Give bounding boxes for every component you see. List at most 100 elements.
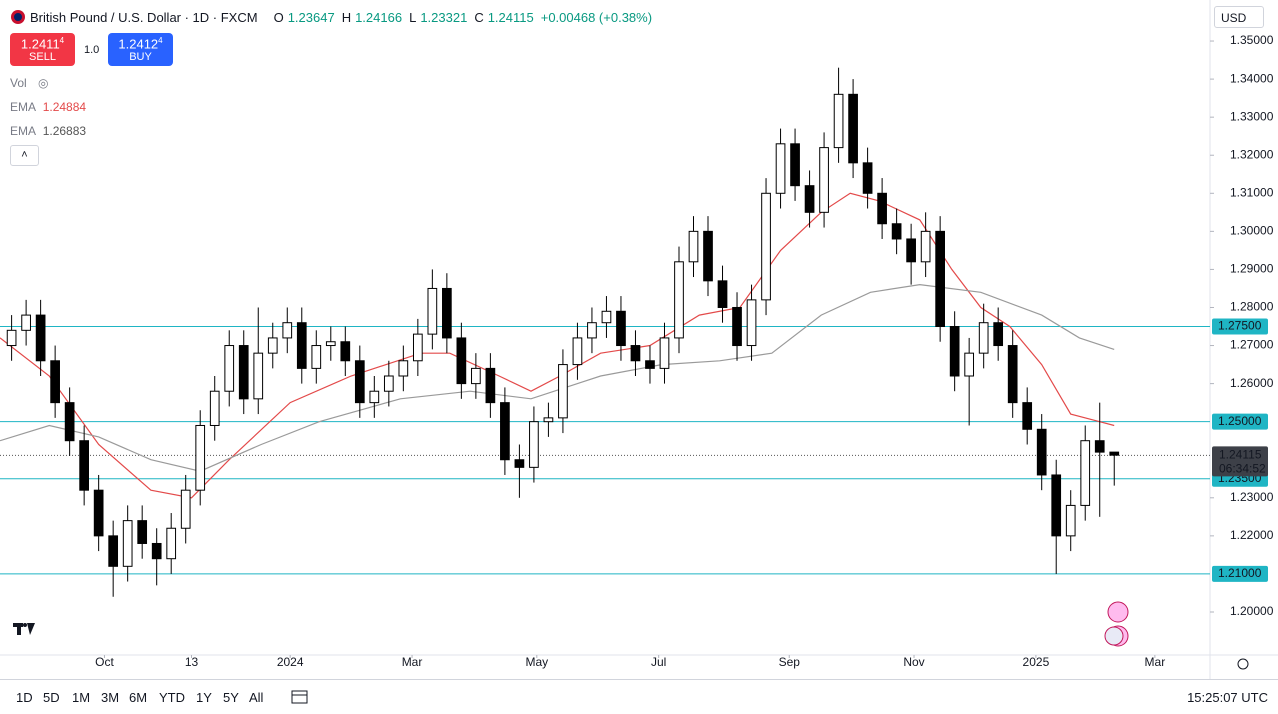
range-button[interactable]: 1M	[72, 690, 91, 705]
y-tick-label: 1.33000	[1230, 109, 1274, 123]
candle-body	[412, 333, 423, 362]
candle-body	[224, 345, 235, 392]
ema-legend[interactable]: EMA 1.24884	[10, 100, 86, 114]
candle-body	[964, 352, 975, 377]
clock: 15:25:07 UTC	[1187, 690, 1268, 705]
buy-label: BUY	[129, 51, 152, 64]
candle-body	[775, 143, 786, 194]
collapse-button[interactable]: ˄	[10, 145, 39, 166]
symbol-icon	[11, 10, 25, 24]
ema-legend[interactable]: EMA 1.26883	[10, 124, 86, 138]
candle-body	[862, 162, 873, 194]
range-button[interactable]: All	[249, 690, 264, 705]
price-pip: 4	[59, 36, 65, 45]
last-price-label: 1.24115	[1219, 448, 1262, 462]
candle-body	[442, 287, 452, 339]
level-label: 1.21000	[1218, 566, 1262, 580]
level-label-box	[1212, 565, 1268, 582]
candle-body	[398, 360, 409, 377]
buy-button[interactable]: 1.24124 BUY	[108, 33, 173, 66]
candle-body	[500, 402, 510, 461]
range-button[interactable]: 6M	[129, 690, 148, 705]
price-pip: 4	[158, 36, 163, 45]
candle-body	[427, 287, 438, 335]
candle-body	[949, 326, 960, 377]
buy-price: 1.24124	[108, 36, 173, 51]
indicator-name: EMA	[10, 124, 36, 138]
ema-line	[0, 192, 1115, 499]
y-tick-label: 1.31000	[1230, 185, 1274, 199]
indicator-name: Vol	[10, 76, 27, 90]
candle-body	[166, 527, 177, 560]
candle-body	[1080, 440, 1091, 506]
date-range-icon[interactable]	[290, 688, 310, 706]
candle-body	[906, 238, 916, 263]
price-main: 1.2412	[118, 36, 159, 52]
sell-button[interactable]: 1.24114 SELL	[10, 33, 75, 66]
candle-body	[79, 440, 90, 491]
candle-body	[108, 535, 119, 567]
candle-body	[833, 93, 844, 149]
y-tick-label: 1.29000	[1230, 262, 1274, 276]
ohlc-value: 1.23647	[287, 9, 335, 25]
candle-body	[790, 143, 800, 187]
candle-body	[1007, 345, 1018, 404]
candle-body	[296, 322, 307, 369]
candle-body	[674, 261, 684, 339]
x-tick-label: 13	[185, 655, 199, 669]
ohlc-key: H	[341, 9, 352, 25]
sell-label: SELL	[29, 51, 56, 64]
volume-legend[interactable]: Vol ◎	[10, 76, 49, 90]
candle-body	[383, 375, 394, 392]
indicator-value: 1.24884	[42, 100, 87, 114]
range-button[interactable]: 3M	[101, 690, 120, 705]
candle-body	[935, 230, 945, 328]
ohlc-key: L	[409, 9, 417, 25]
candle-body	[35, 314, 46, 362]
x-tick-label: May	[525, 655, 548, 669]
candle-body	[64, 402, 75, 442]
event-flag[interactable]	[1104, 601, 1129, 647]
change: +0.00468 (+0.38%)	[540, 9, 653, 25]
range-button[interactable]: 1Y	[196, 690, 212, 705]
y-tick-label: 1.32000	[1230, 147, 1274, 161]
candle-body	[601, 310, 612, 324]
candle-body	[645, 360, 655, 369]
candle-body	[369, 390, 380, 404]
candle-body	[993, 322, 1004, 347]
symbol[interactable]: British Pound / U.S. Dollar · 1D · FXCM	[30, 9, 258, 25]
candle-body	[688, 230, 699, 263]
candle-body	[746, 299, 757, 347]
spread: 1.0	[84, 44, 100, 56]
candle-body	[732, 306, 742, 347]
range-button[interactable]: 1D	[16, 690, 33, 705]
currency-button[interactable]: USD	[1214, 6, 1264, 28]
ohlc-value: 1.24166	[355, 9, 403, 25]
candle-body	[180, 489, 191, 529]
candle-body	[1051, 474, 1062, 537]
candle-body	[891, 223, 902, 240]
candle-body	[1109, 451, 1120, 456]
range-button[interactable]: 5Y	[223, 690, 239, 705]
settings-icon[interactable]	[1237, 658, 1249, 670]
candle-body	[659, 337, 670, 369]
candle-body	[616, 310, 626, 347]
y-tick-label: 1.35000	[1230, 33, 1274, 47]
candle-body	[1094, 440, 1105, 453]
candle-body	[253, 352, 264, 400]
candle-body	[761, 192, 771, 301]
candle-body	[543, 417, 554, 423]
y-tick-label: 1.27000	[1230, 338, 1274, 352]
range-button[interactable]: 5D	[43, 690, 60, 705]
range-button[interactable]: YTD	[159, 690, 185, 705]
x-tick-label: Sep	[779, 655, 801, 669]
candle-body	[267, 337, 278, 354]
candle-body	[137, 520, 148, 544]
candle-body	[325, 341, 336, 347]
y-tick-label: 1.30000	[1230, 224, 1274, 238]
candle-body	[978, 322, 989, 354]
candle-body	[587, 322, 597, 339]
candle-body	[529, 421, 539, 468]
candle-body	[804, 185, 815, 213]
candle-body	[920, 230, 931, 263]
